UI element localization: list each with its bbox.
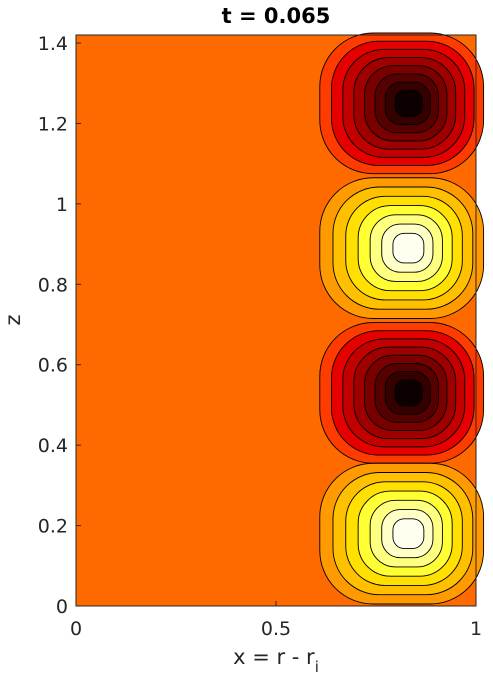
contour-fill-layer — [319, 32, 485, 605]
contour-level — [394, 89, 423, 117]
negative-cell — [319, 322, 485, 464]
contour-level — [394, 379, 423, 407]
axis-ticks: 0 0.5 1 0 0.2 0.4 0.6 0.8 1 1.2 1.4 — [38, 33, 482, 640]
y-tick-label: 0 — [56, 596, 68, 618]
y-tick-label: 0.6 — [38, 355, 68, 377]
negative-cell — [319, 32, 485, 175]
y-tick-label: 0.8 — [38, 274, 68, 296]
contour-level — [392, 518, 425, 549]
y-tick-label: 1.2 — [38, 113, 68, 135]
y-axis-label: z — [1, 314, 25, 325]
positive-cell — [319, 177, 485, 319]
x-tick-label: 0 — [70, 618, 82, 640]
x-tick-label: 1 — [470, 618, 482, 640]
chart-title: t = 0.065 — [222, 4, 331, 28]
positive-cell — [319, 462, 485, 605]
y-tick-label: 1.4 — [38, 33, 68, 55]
x-tick-label: 0.5 — [261, 618, 291, 640]
x-axis-label: x = r - ri — [233, 645, 319, 676]
y-tick-label: 1 — [56, 194, 68, 216]
y-tick-label: 0.4 — [38, 435, 68, 457]
y-tick-label: 0.2 — [38, 516, 68, 538]
contour-level — [392, 232, 425, 264]
